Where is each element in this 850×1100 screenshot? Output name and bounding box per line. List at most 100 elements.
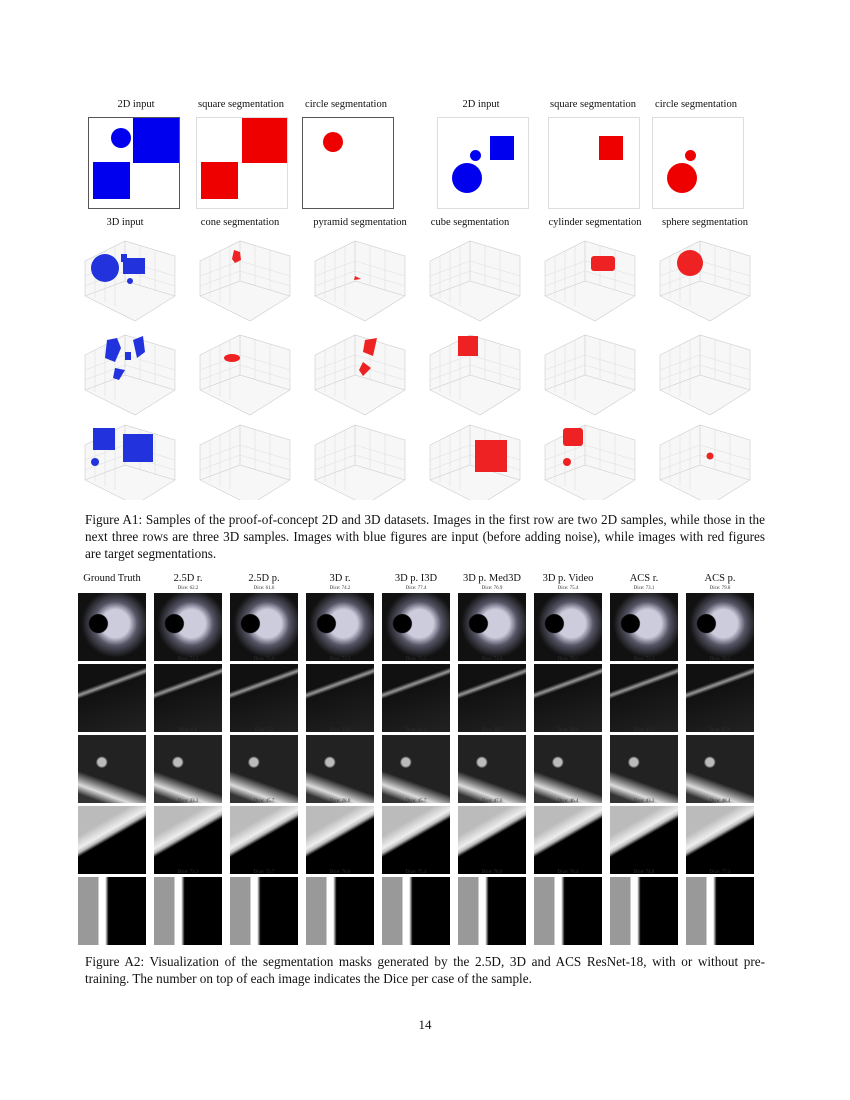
circle-shape [685,150,696,161]
ct-image [306,877,374,945]
ct-image [230,593,298,661]
ct-image [230,664,298,732]
column-header: 3D p. I3D [394,573,438,584]
dice-label: Dice: 73.3 [329,657,351,662]
square-shape [242,118,287,163]
ct-image [458,877,526,945]
dice-label: Dice: 71.2 [177,657,199,662]
dice-label: Dice: 5.2 [254,728,274,733]
dice-label: Dice: 74.0 [481,657,503,662]
dice-label: Dice: 75.5 [405,657,427,662]
ct-image [610,735,678,803]
ct-image [230,806,298,874]
dice-label: Dice: 65.0 [709,728,731,733]
panel-title: 2D input [117,99,155,110]
dice-label: Dice: 73.1 [633,586,655,591]
ct-image [382,735,450,803]
dice-label: Dice: 45.7 [253,799,275,804]
dice-label: Dice: 33.3 [177,799,199,804]
ct-image [154,877,222,945]
dice-label: Dice: 79.8 [709,586,731,591]
dice-label: Dice: 74.9 [633,870,655,875]
ct-image [382,664,450,732]
ct-image [78,664,146,732]
square-shape [93,162,130,199]
square-shape [599,136,623,160]
square-shape [201,162,238,199]
panel-title: sphere segmentation [661,217,748,228]
panel-title: 2D input [462,99,500,110]
dice-label: Dice: 6.0 [178,728,198,733]
panel-title: square segmentation [197,99,284,110]
dice-label: Dice: 61.1 [405,728,427,733]
figure-a1-caption: Figure A1: Samples of the proof-of-conce… [85,512,765,561]
ct-image [610,593,678,661]
ct-image [306,806,374,874]
ct-image [230,877,298,945]
column-header: 2.5D p. [248,573,280,584]
ct-image [534,735,602,803]
circle-shape [323,132,343,152]
column-header: Ground Truth [83,573,141,584]
dice-label: Dice: 76.9 [481,870,503,875]
ct-image [78,877,146,945]
column-header: ACS r. [629,573,659,584]
circle-shape [111,128,131,148]
column-header: 3D p. Med3D [462,573,522,584]
panel-title: cone segmentation [200,217,280,228]
dice-label: Dice: 73.1 [633,657,655,662]
dice-label: Dice: 53.9 [329,728,351,733]
2d-input-panel-1 [88,117,180,209]
column-header: 3D p. Video [542,573,594,584]
dice-label: Dice: 75.4 [405,870,427,875]
panel-title: cube segmentation [430,217,510,228]
figure-a2-caption: Figure A2: Visualization of the segmenta… [85,954,765,986]
dice-label: Dice: 78.5 [709,657,731,662]
column-header: ACS p. [704,573,736,584]
ct-image [686,664,754,732]
ct-image [306,593,374,661]
ct-image [458,593,526,661]
column-header: 3D r. [329,573,351,584]
ct-image [154,664,222,732]
panel-title: cylinder segmentation [548,217,642,228]
dice-label: Dice: 76.6 [329,870,351,875]
ct-image [686,593,754,661]
ct-image [686,735,754,803]
ct-image [686,877,754,945]
circle-seg-panel-1 [302,117,394,209]
ct-image [230,735,298,803]
ct-image [306,664,374,732]
ct-image [686,806,754,874]
ct-image [458,806,526,874]
dice-label: Dice: 76.9 [481,586,503,591]
square-shape [133,118,179,163]
square-shape [490,136,514,160]
ct-image [534,877,602,945]
dice-label: Dice: 46.4 [557,799,579,804]
dice-label: Dice: 58.7 [481,728,503,733]
ct-image [610,664,678,732]
circle-seg-panel-2 [652,117,744,209]
dice-label: Dice: 62.2 [177,586,199,591]
dice-label: Dice: 74.2 [329,586,351,591]
ct-image [458,735,526,803]
ct-image [382,593,450,661]
ct-image [610,806,678,874]
ct-image [382,806,450,874]
dice-label: Dice: 48.4 [709,799,731,804]
ct-image [382,877,450,945]
panel-title: square segmentation [549,99,636,110]
panel-title: pyramid segmentation [313,217,407,228]
ct-image [534,806,602,874]
dice-label: Dice: 76.1 [557,657,579,662]
dice-label: Dice: 43.3 [633,799,655,804]
panel-title: 3D input [106,217,144,228]
circle-shape [667,163,697,193]
3d-panels-grid [84,240,751,500]
ct-image [154,806,222,874]
circle-shape [470,150,481,161]
ct-image [78,593,146,661]
ct-image [534,664,602,732]
dice-label: Dice: 63.3 [633,728,655,733]
